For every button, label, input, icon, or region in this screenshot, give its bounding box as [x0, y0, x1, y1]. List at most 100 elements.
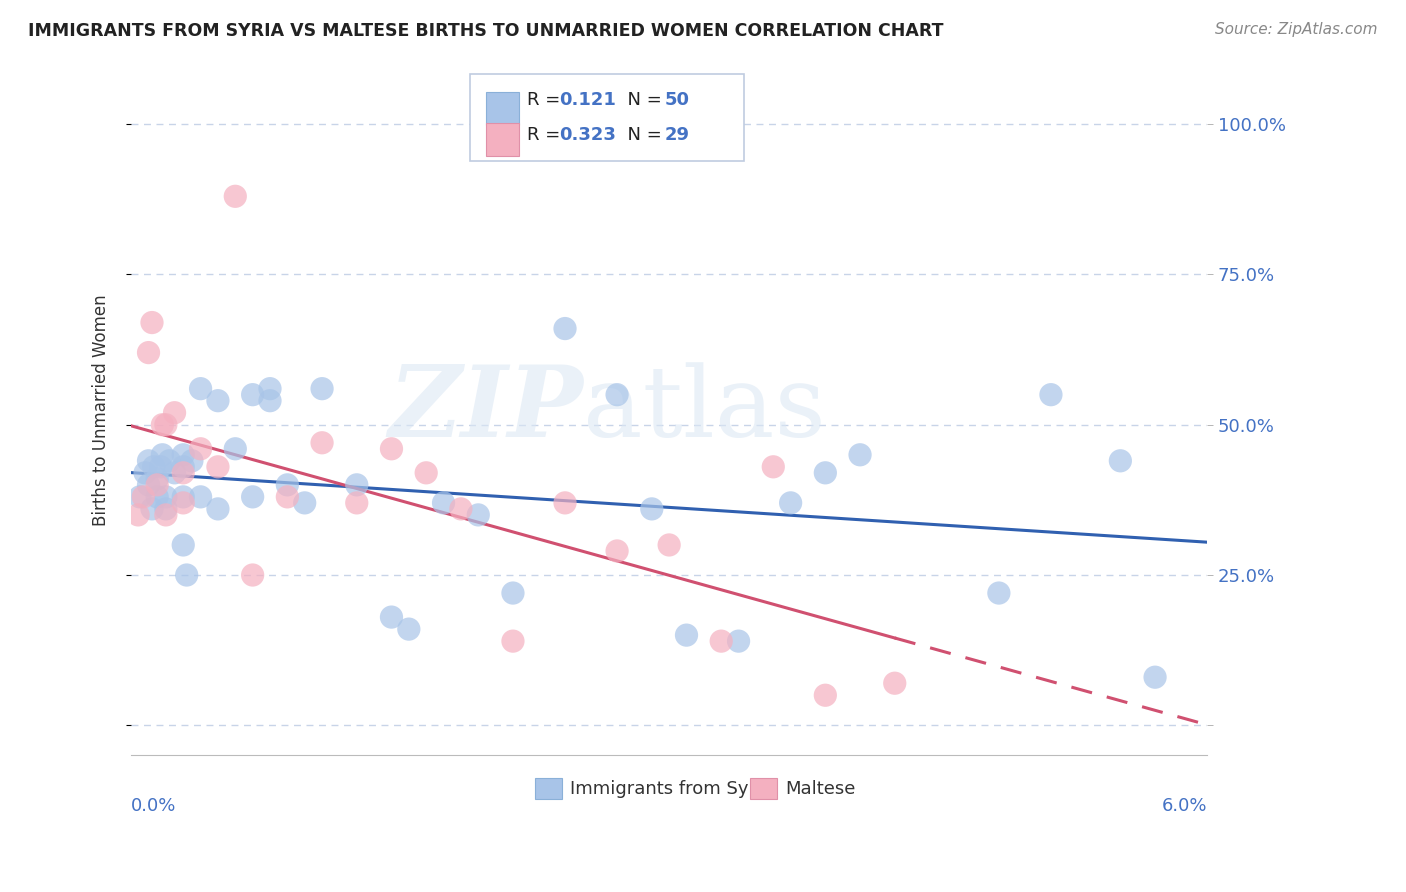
Point	[224, 189, 246, 203]
FancyBboxPatch shape	[534, 778, 561, 799]
Point	[224, 442, 246, 456]
Text: 29: 29	[665, 126, 690, 145]
Point	[172, 448, 194, 462]
Text: Immigrants from Syria: Immigrants from Syria	[571, 780, 772, 797]
Point	[172, 466, 194, 480]
Point	[155, 417, 177, 432]
Point	[141, 502, 163, 516]
Point	[380, 610, 402, 624]
Point	[180, 454, 202, 468]
Point	[157, 454, 180, 468]
Point	[311, 435, 333, 450]
FancyBboxPatch shape	[470, 74, 744, 161]
Point	[242, 490, 264, 504]
Point	[190, 382, 212, 396]
Text: 0.0%: 0.0%	[131, 797, 177, 814]
Point	[163, 466, 186, 480]
FancyBboxPatch shape	[749, 778, 776, 799]
Point	[432, 496, 454, 510]
Text: ZIP: ZIP	[388, 361, 583, 458]
Point	[502, 586, 524, 600]
Point	[606, 544, 628, 558]
Text: N =: N =	[616, 91, 668, 109]
Text: 6.0%: 6.0%	[1161, 797, 1208, 814]
Point	[155, 502, 177, 516]
Point	[163, 406, 186, 420]
Point	[450, 502, 472, 516]
Text: Source: ZipAtlas.com: Source: ZipAtlas.com	[1215, 22, 1378, 37]
Point	[155, 508, 177, 522]
Point	[398, 622, 420, 636]
Point	[152, 417, 174, 432]
Point	[172, 459, 194, 474]
Point	[710, 634, 733, 648]
Point	[132, 490, 155, 504]
Point	[155, 490, 177, 504]
Point	[294, 496, 316, 510]
Text: R =: R =	[527, 91, 567, 109]
Point	[138, 454, 160, 468]
Point	[346, 496, 368, 510]
Point	[276, 490, 298, 504]
Point	[814, 688, 837, 702]
Point	[762, 459, 785, 474]
Point	[141, 316, 163, 330]
Text: 0.121: 0.121	[560, 91, 616, 109]
Point	[172, 496, 194, 510]
Point	[242, 568, 264, 582]
Point	[849, 448, 872, 462]
Point	[127, 508, 149, 522]
Point	[138, 345, 160, 359]
Point	[1109, 454, 1132, 468]
Text: IMMIGRANTS FROM SYRIA VS MALTESE BIRTHS TO UNMARRIED WOMEN CORRELATION CHART: IMMIGRANTS FROM SYRIA VS MALTESE BIRTHS …	[28, 22, 943, 40]
Text: 0.323: 0.323	[560, 126, 616, 145]
Point	[658, 538, 681, 552]
Point	[190, 442, 212, 456]
Point	[128, 490, 150, 504]
Point	[134, 466, 156, 480]
Point	[207, 502, 229, 516]
Point	[176, 568, 198, 582]
Point	[346, 478, 368, 492]
FancyBboxPatch shape	[486, 92, 519, 125]
Text: atlas: atlas	[583, 362, 825, 458]
Point	[311, 382, 333, 396]
Point	[276, 478, 298, 492]
Point	[779, 496, 801, 510]
Point	[149, 459, 172, 474]
Text: N =: N =	[616, 126, 668, 145]
Point	[987, 586, 1010, 600]
Point	[138, 478, 160, 492]
Point	[883, 676, 905, 690]
Text: 50: 50	[665, 91, 690, 109]
Point	[242, 387, 264, 401]
Point	[1144, 670, 1167, 684]
Point	[554, 321, 576, 335]
Point	[207, 459, 229, 474]
Point	[172, 538, 194, 552]
Point	[146, 490, 169, 504]
Point	[172, 490, 194, 504]
FancyBboxPatch shape	[486, 123, 519, 156]
Point	[675, 628, 697, 642]
Point	[467, 508, 489, 522]
Point	[1039, 387, 1062, 401]
Point	[554, 496, 576, 510]
Point	[502, 634, 524, 648]
Text: Maltese: Maltese	[786, 780, 856, 797]
Point	[146, 472, 169, 486]
Point	[415, 466, 437, 480]
Text: R =: R =	[527, 126, 567, 145]
Point	[380, 442, 402, 456]
Point	[727, 634, 749, 648]
Point	[814, 466, 837, 480]
Point	[142, 459, 165, 474]
Point	[259, 382, 281, 396]
Point	[146, 478, 169, 492]
Point	[606, 387, 628, 401]
Y-axis label: Births to Unmarried Women: Births to Unmarried Women	[93, 293, 110, 525]
Point	[207, 393, 229, 408]
Point	[259, 393, 281, 408]
Point	[641, 502, 664, 516]
Point	[190, 490, 212, 504]
